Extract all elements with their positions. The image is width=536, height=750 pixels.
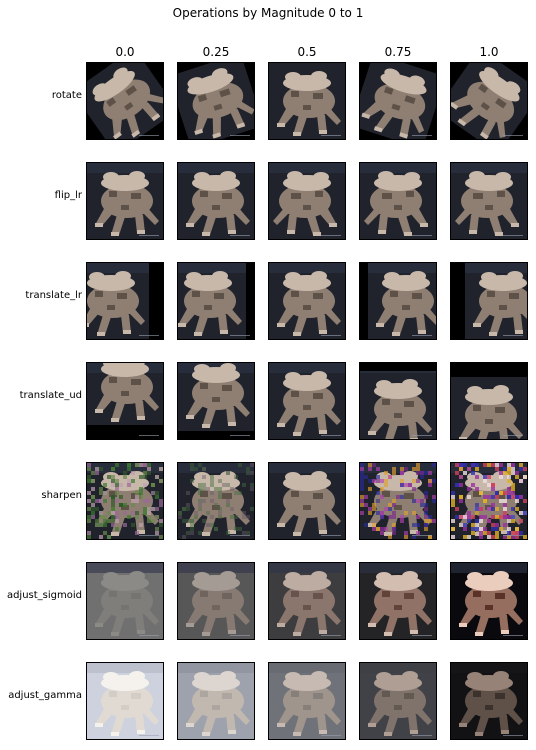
- frog-image: [268, 162, 346, 240]
- frog-image: [177, 362, 255, 440]
- frog-image: [177, 462, 255, 540]
- operation-label: translate_ud: [19, 390, 82, 401]
- frog-image: [359, 262, 437, 340]
- frog-image: [86, 462, 164, 540]
- magnitude-header: 0.75: [384, 45, 412, 59]
- frog-image: [359, 562, 437, 640]
- frog-image: [450, 162, 528, 240]
- operation-label: sharpen: [41, 490, 82, 501]
- frog-image: [177, 262, 255, 340]
- magnitude-header: 0.25: [202, 45, 230, 59]
- magnitude-header: 0.5: [297, 45, 317, 59]
- frog-image: [450, 362, 528, 440]
- frog-image: [268, 662, 346, 740]
- operation-label: flip_lr: [54, 190, 82, 201]
- operation-label: rotate: [51, 90, 82, 101]
- frog-image: [86, 62, 164, 140]
- frog-image: [177, 662, 255, 740]
- frog-image: [86, 362, 164, 440]
- frog-image: [450, 462, 528, 540]
- frog-image: [268, 262, 346, 340]
- frog-image: [268, 462, 346, 540]
- frog-image: [268, 62, 346, 140]
- frog-image: [450, 62, 528, 140]
- frog-image: [86, 662, 164, 740]
- frog-image: [359, 462, 437, 540]
- operation-label: adjust_sigmoid: [6, 590, 82, 601]
- magnitude-header: 0.0: [115, 45, 135, 59]
- frog-image: [359, 362, 437, 440]
- frog-image: [268, 562, 346, 640]
- frog-image: [359, 162, 437, 240]
- frog-image: [86, 262, 164, 340]
- frog-image: [450, 262, 528, 340]
- frog-image: [177, 62, 255, 140]
- figure-title: Operations by Magnitude 0 to 1: [172, 6, 364, 20]
- frog-image: [450, 562, 528, 640]
- operation-label: adjust_gamma: [8, 690, 82, 701]
- operation-label: translate_lr: [25, 290, 82, 301]
- magnitude-header: 1.0: [479, 45, 499, 59]
- frog-image: [86, 562, 164, 640]
- frog-image: [177, 162, 255, 240]
- frog-image: [450, 662, 528, 740]
- frog-image: [177, 562, 255, 640]
- frog-image: [86, 162, 164, 240]
- frog-image: [359, 62, 437, 140]
- frog-image: [359, 662, 437, 740]
- frog-image: [268, 362, 346, 440]
